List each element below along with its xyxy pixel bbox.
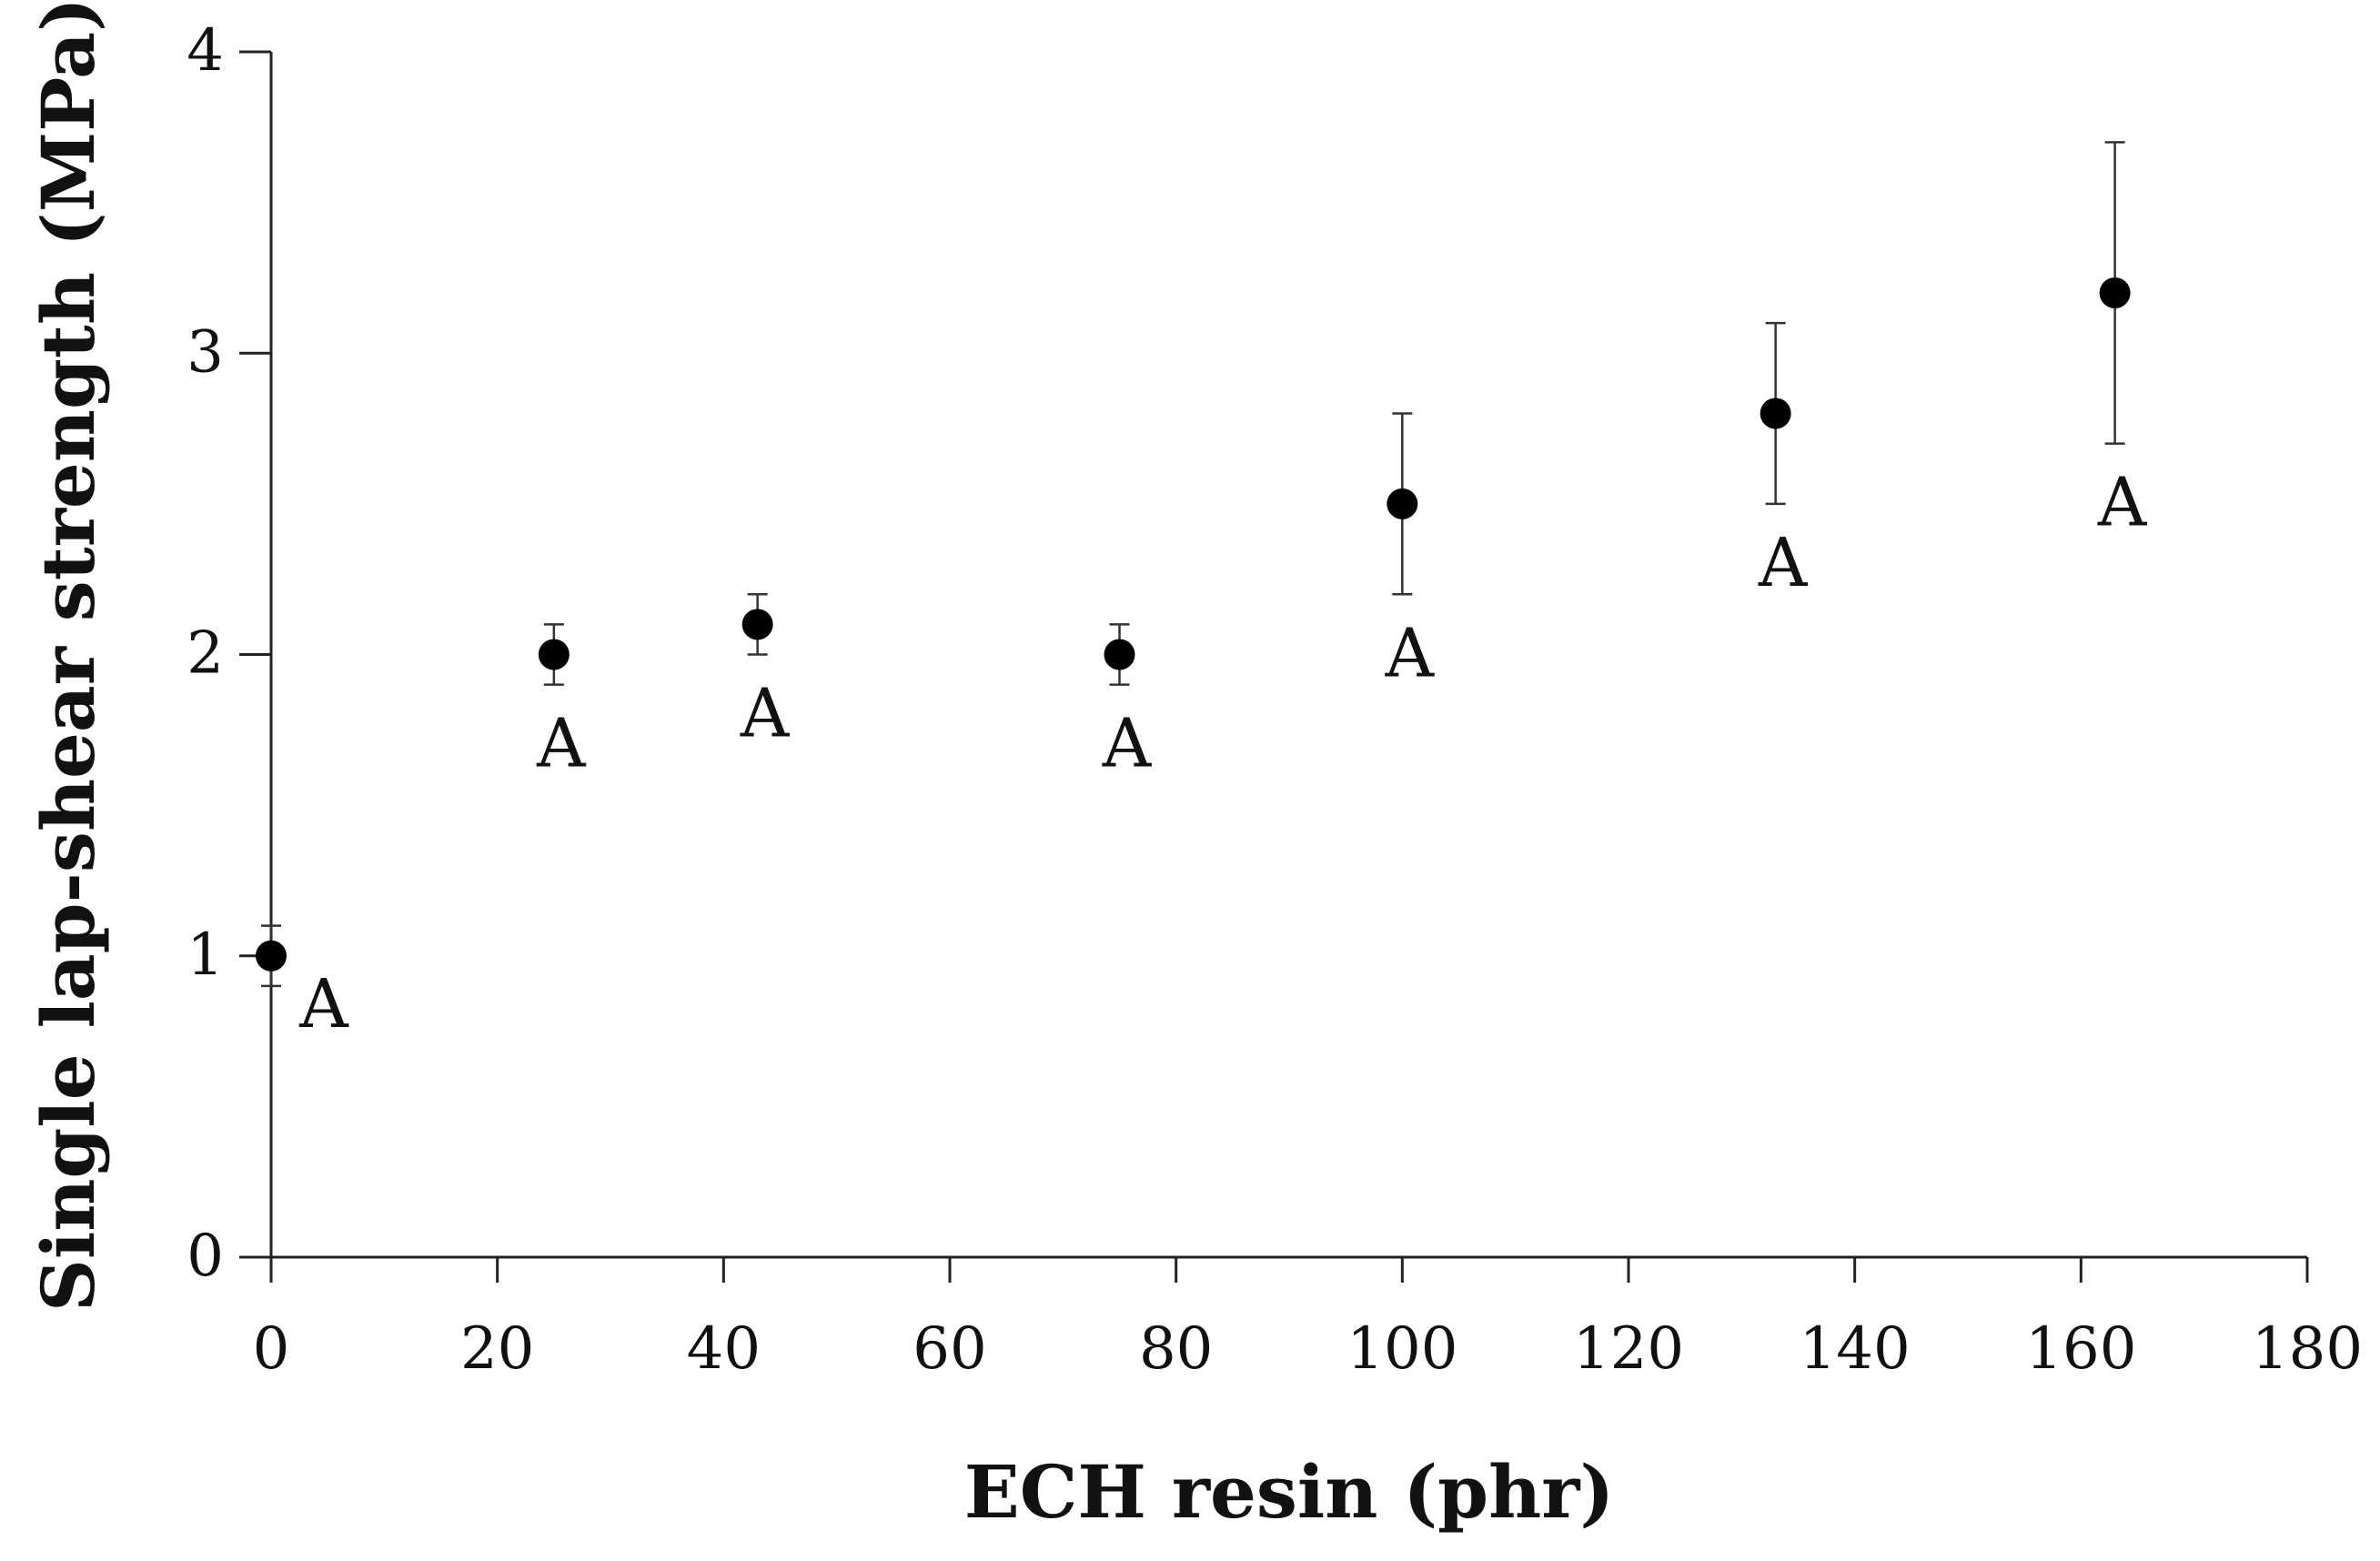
y-axis-title: Single lap-shear strength (MPa) (25, 0, 111, 1312)
data-point (741, 609, 773, 640)
significance-label: A (1758, 524, 1809, 602)
data-point (256, 940, 287, 972)
data-point (1760, 398, 1791, 429)
significance-label: A (1385, 614, 1436, 692)
x-tick-label: 100 (1346, 1315, 1457, 1383)
significance-label: A (1102, 705, 1153, 783)
significance-label: A (298, 965, 349, 1043)
x-tick-label: 160 (2025, 1315, 2136, 1383)
data-point (1104, 639, 1135, 670)
x-tick-label: 80 (1139, 1315, 1213, 1383)
y-tick-label: 3 (187, 318, 224, 386)
y-tick-label: 2 (187, 620, 224, 688)
data-point (2099, 277, 2131, 308)
x-tick-label: 40 (687, 1315, 761, 1383)
data-point (1387, 488, 1418, 519)
axes: 0 20 40 60 80 100 120 140 160 180 0 1 2 3 4 (187, 17, 2363, 1383)
x-tick-label: 0 (253, 1315, 290, 1383)
data-point (538, 639, 570, 670)
significance-label: A (2097, 464, 2148, 542)
x-tick-label: 180 (2252, 1315, 2363, 1383)
y-tick-label: 0 (187, 1223, 224, 1290)
annotations: A A A A A A A (298, 464, 2148, 1043)
y-tick-label: 1 (187, 921, 224, 989)
x-axis-title: ECH resin (phr) (964, 1449, 1615, 1535)
x-tick-label: 20 (460, 1315, 534, 1383)
x-tick-label: 120 (1573, 1315, 1684, 1383)
y-tick-label: 4 (187, 17, 224, 85)
significance-label: A (740, 675, 791, 753)
data-points (256, 277, 2131, 972)
error-bars (261, 141, 2125, 988)
significance-label: A (536, 705, 587, 783)
x-tick-label: 140 (1800, 1315, 1911, 1383)
x-tick-label: 60 (913, 1315, 986, 1383)
